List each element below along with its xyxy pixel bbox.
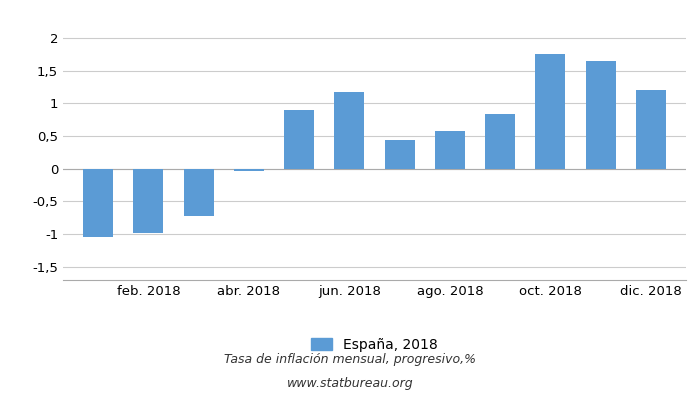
Text: Tasa de inflación mensual, progresivo,%: Tasa de inflación mensual, progresivo,% (224, 354, 476, 366)
Bar (335, 92, 365, 169)
Bar (435, 132, 465, 169)
Bar (636, 90, 666, 169)
Bar (133, 169, 164, 233)
Bar (234, 169, 264, 171)
Bar (83, 169, 113, 238)
Bar (585, 61, 616, 169)
Bar (384, 140, 414, 169)
Bar (284, 110, 314, 169)
Bar (485, 114, 515, 169)
Bar (536, 54, 566, 169)
Text: www.statbureau.org: www.statbureau.org (287, 378, 413, 390)
Bar (183, 169, 214, 216)
Legend: España, 2018: España, 2018 (306, 332, 443, 358)
